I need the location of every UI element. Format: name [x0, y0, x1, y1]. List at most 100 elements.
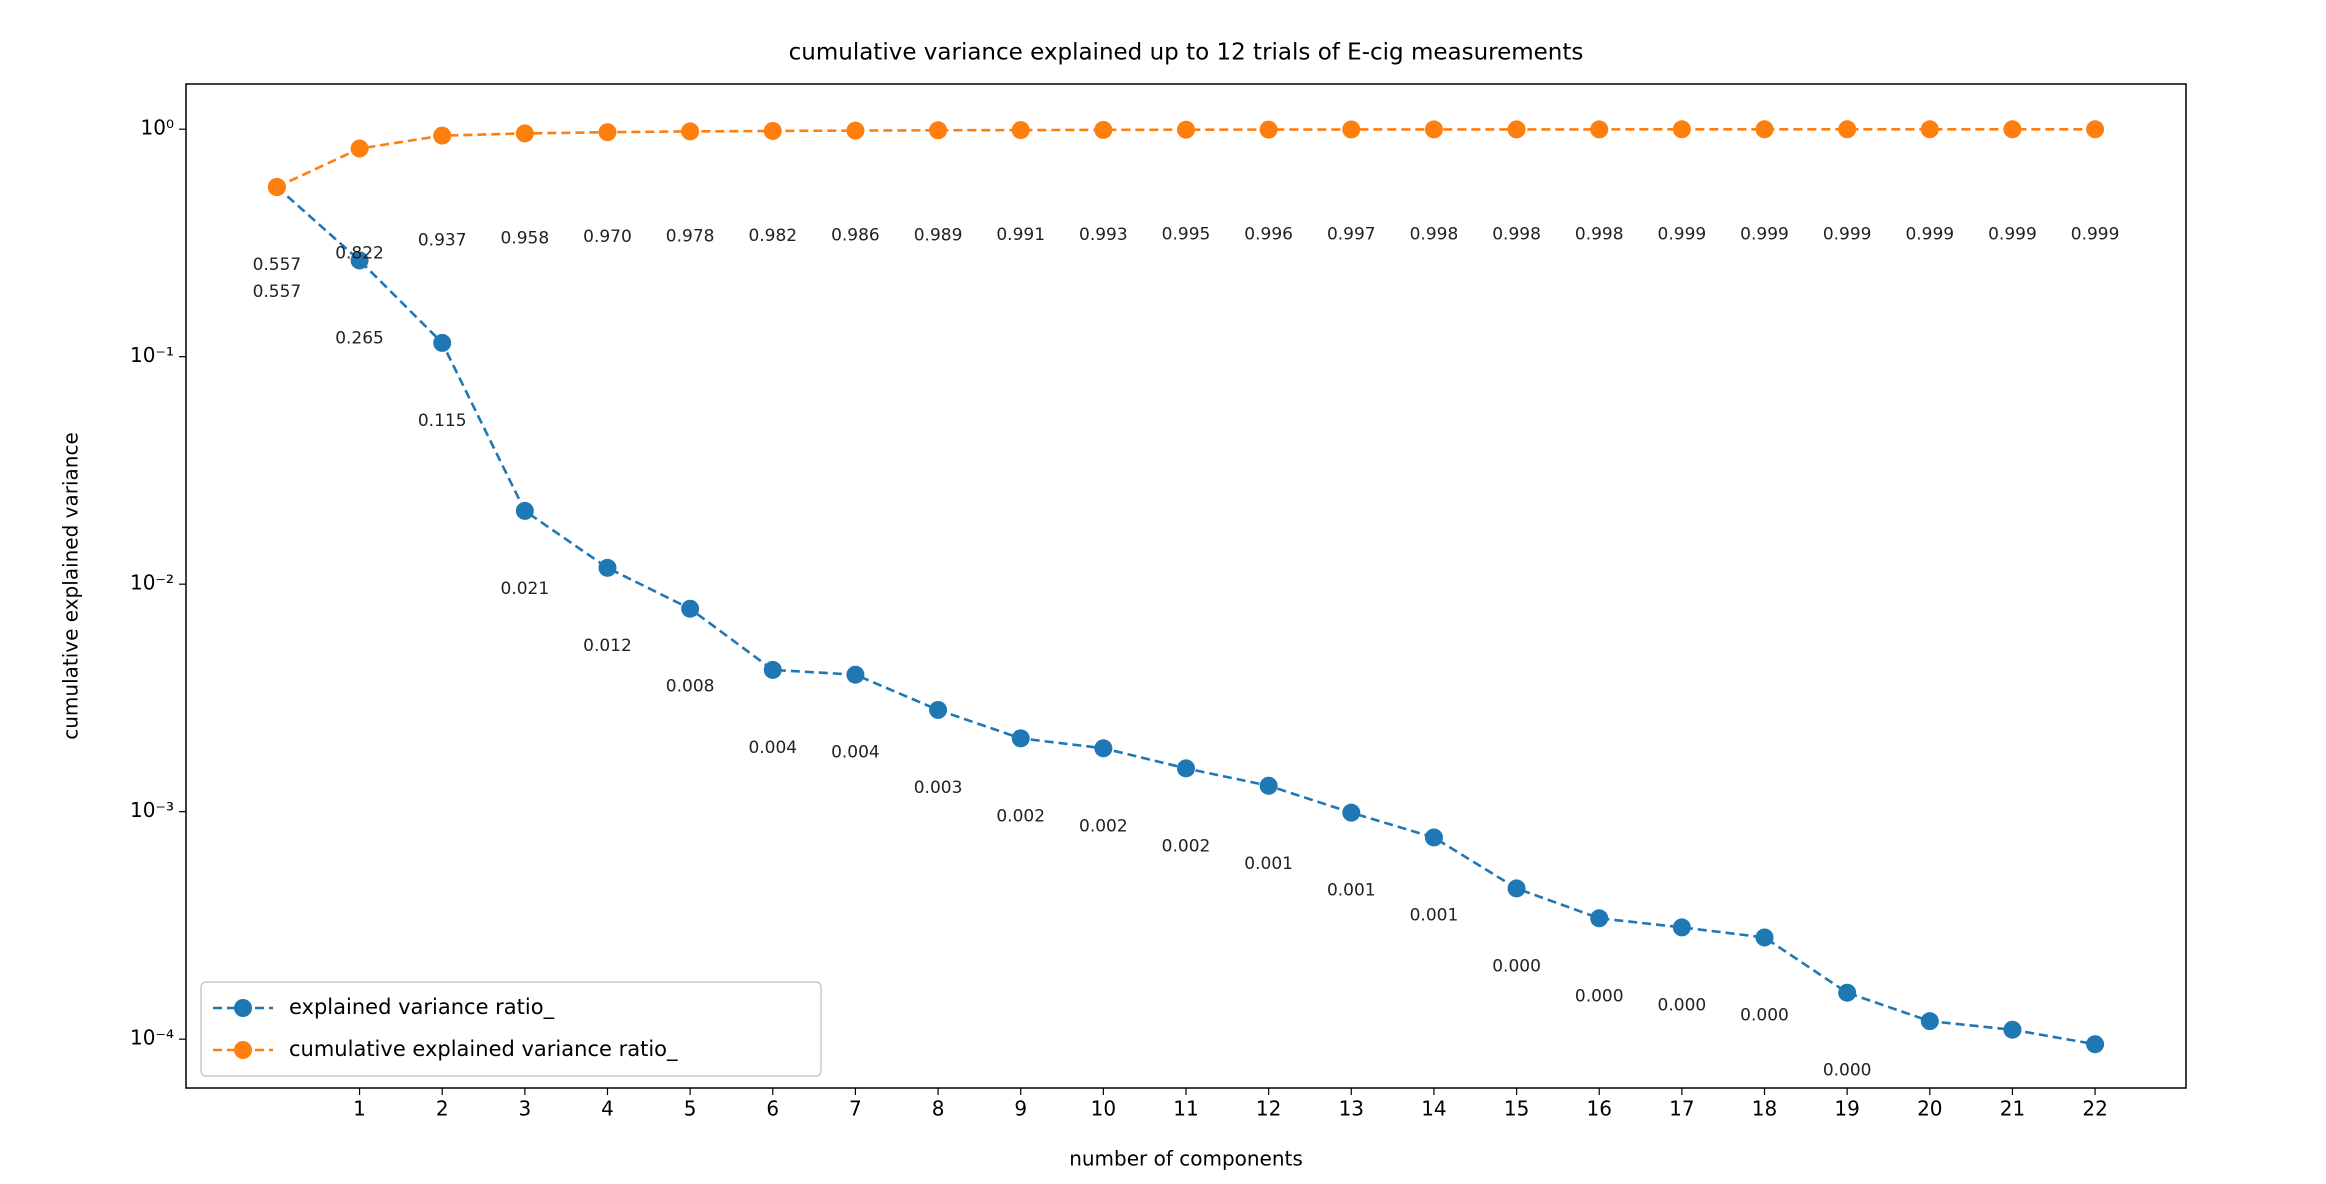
y-tick-label: 10⁻²	[130, 571, 174, 595]
legend-label: explained variance ratio_	[289, 995, 555, 1020]
y-axis-label: cumulative explained variance	[59, 432, 83, 740]
data-label: 0.003	[914, 778, 963, 798]
data-point	[1672, 120, 1691, 139]
legend-box	[200, 981, 822, 1077]
data-point	[2003, 1020, 2022, 1039]
data-label: 0.000	[1740, 1005, 1789, 1025]
y-tick-label: 10⁰	[141, 116, 174, 140]
data-label: 0.996	[1244, 225, 1293, 245]
data-label: 0.557	[253, 282, 302, 302]
y-tick-label: 10⁻³	[130, 798, 174, 822]
data-label: 0.001	[1327, 881, 1376, 901]
x-tick-label: 2	[436, 1097, 449, 1121]
data-point	[1011, 729, 1030, 748]
x-tick-label: 11	[1173, 1097, 1198, 1121]
data-point	[1672, 918, 1691, 937]
data-label: 0.982	[748, 226, 797, 246]
data-point	[1838, 983, 1857, 1002]
data-point	[1342, 120, 1361, 139]
data-point	[515, 501, 534, 520]
x-tick-label: 21	[2000, 1097, 2025, 1121]
chart-title: cumulative variance explained up to 12 t…	[789, 40, 1584, 66]
x-tick-label: 14	[1421, 1097, 1446, 1121]
x-tick-label: 10	[1091, 1097, 1116, 1121]
data-point	[1838, 120, 1857, 139]
data-label: 0.989	[914, 225, 963, 245]
legend-marker	[234, 1041, 252, 1059]
data-point	[929, 121, 948, 140]
data-label: 0.557	[253, 255, 302, 275]
x-tick-label: 7	[849, 1097, 862, 1121]
x-tick-label: 3	[518, 1097, 531, 1121]
data-label: 0.958	[501, 228, 550, 248]
data-label: 0.002	[996, 806, 1045, 826]
data-point	[433, 126, 452, 145]
data-label: 0.999	[2071, 224, 2120, 244]
data-label: 0.000	[1658, 995, 1707, 1015]
data-point	[1920, 1012, 1939, 1031]
data-point	[1424, 120, 1443, 139]
data-point	[1094, 120, 1113, 139]
x-tick-label: 4	[601, 1097, 614, 1121]
data-point	[598, 123, 617, 142]
x-tick-label: 9	[1014, 1097, 1027, 1121]
x-axis-label: number of components	[1069, 1147, 1303, 1171]
data-label: 0.991	[996, 225, 1045, 245]
data-label: 0.995	[1162, 225, 1211, 245]
data-point	[267, 178, 286, 197]
data-point	[1094, 739, 1113, 758]
data-label: 0.000	[1575, 986, 1624, 1006]
data-point	[2086, 1035, 2105, 1054]
data-label: 0.986	[831, 226, 880, 246]
data-point	[763, 660, 782, 679]
data-point	[1590, 120, 1609, 139]
data-label: 0.978	[666, 226, 715, 246]
data-point	[1011, 121, 1030, 140]
x-tick-label: 12	[1256, 1097, 1281, 1121]
data-point	[846, 121, 865, 140]
data-label: 0.002	[1079, 816, 1128, 836]
data-point	[515, 124, 534, 143]
data-point	[1259, 120, 1278, 139]
x-tick-label: 22	[2082, 1097, 2107, 1121]
x-tick-label: 5	[684, 1097, 697, 1121]
data-label: 0.970	[583, 227, 632, 247]
data-point	[433, 333, 452, 352]
x-tick-label: 18	[1752, 1097, 1777, 1121]
data-label: 0.937	[418, 231, 467, 251]
x-tick-label: 17	[1669, 1097, 1694, 1121]
data-label: 0.115	[418, 411, 467, 431]
series-line	[276, 186, 2096, 1046]
data-label: 0.008	[666, 677, 715, 697]
data-label: 0.012	[583, 636, 632, 656]
data-point	[1177, 759, 1195, 778]
data-point	[1755, 120, 1774, 139]
x-tick-label: 13	[1339, 1097, 1364, 1121]
x-tick-label: 1	[353, 1097, 366, 1121]
data-point	[681, 599, 700, 618]
data-label: 0.000	[1823, 1061, 1872, 1081]
data-label: 0.999	[1658, 224, 1707, 244]
data-point	[1590, 909, 1609, 928]
data-point	[1177, 120, 1195, 139]
data-point	[1424, 828, 1443, 847]
data-point	[846, 665, 865, 684]
data-point	[929, 700, 948, 719]
y-tick-label: 10⁻¹	[130, 343, 174, 367]
data-point	[2003, 120, 2022, 139]
data-label: 0.004	[748, 738, 797, 758]
data-label: 0.998	[1492, 224, 1541, 244]
x-tick-label: 8	[932, 1097, 945, 1121]
data-point	[2086, 120, 2105, 139]
data-label: 0.004	[831, 743, 880, 763]
data-label: 0.001	[1410, 905, 1459, 925]
x-tick-label: 20	[1917, 1097, 1942, 1121]
data-point	[1920, 120, 1939, 139]
legend-label: cumulative explained variance ratio_	[289, 1037, 678, 1062]
data-label: 0.021	[501, 579, 550, 599]
data-label: 0.002	[1162, 836, 1211, 856]
data-point	[1259, 776, 1278, 795]
data-point	[350, 139, 369, 158]
data-label: 0.000	[1492, 956, 1541, 976]
